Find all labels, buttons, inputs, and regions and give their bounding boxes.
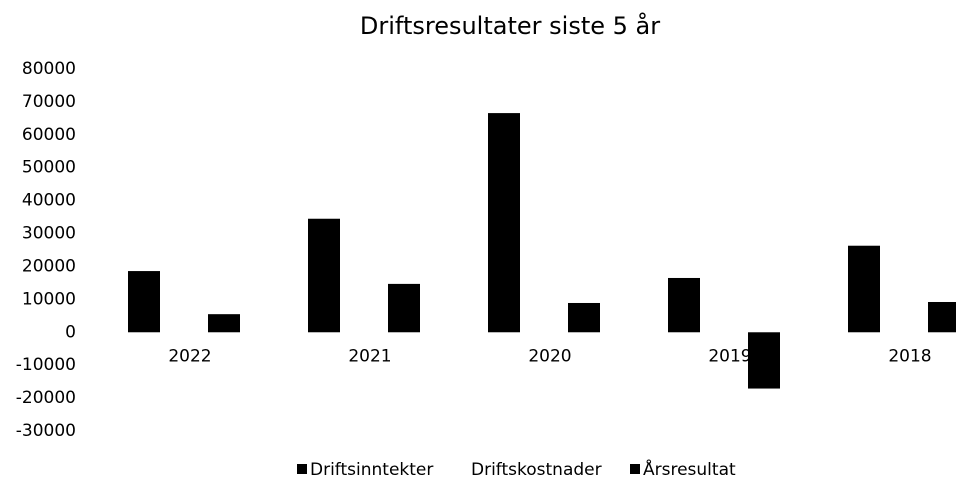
x-tick-label: 2018 bbox=[888, 346, 931, 366]
bar bbox=[888, 275, 920, 333]
bar bbox=[348, 267, 380, 333]
bar bbox=[168, 289, 200, 333]
bar bbox=[488, 113, 520, 333]
bar bbox=[568, 302, 600, 333]
y-tick-label: -20000 bbox=[16, 388, 76, 408]
x-tick-label: 2019 bbox=[708, 346, 751, 366]
legend-marker bbox=[297, 464, 307, 474]
y-tick-label: 10000 bbox=[22, 289, 76, 309]
y-tick-label: 50000 bbox=[22, 158, 76, 178]
bar bbox=[208, 314, 240, 333]
bar bbox=[308, 218, 340, 333]
bar bbox=[128, 271, 160, 333]
y-tick-label: 60000 bbox=[22, 125, 76, 145]
bar bbox=[928, 301, 956, 333]
legend-marker bbox=[458, 464, 468, 474]
legend-marker bbox=[630, 464, 640, 474]
y-tick-label: 0 bbox=[65, 322, 76, 342]
bar bbox=[668, 277, 700, 333]
legend-label: Årsresultat bbox=[643, 458, 736, 480]
bar bbox=[708, 221, 740, 333]
x-tick-label: 2022 bbox=[168, 346, 211, 366]
chart-title: Driftsresultater siste 5 år bbox=[360, 11, 660, 40]
bar bbox=[388, 283, 420, 333]
bar bbox=[848, 245, 880, 333]
y-tick-label: 40000 bbox=[22, 191, 76, 211]
legend-label: Driftsinntekter bbox=[310, 460, 433, 480]
y-tick-label: 80000 bbox=[22, 59, 76, 79]
y-tick-label: 20000 bbox=[22, 256, 76, 276]
y-tick-label: 70000 bbox=[22, 92, 76, 112]
y-tick-label: 30000 bbox=[22, 224, 76, 244]
bar bbox=[528, 142, 560, 333]
legend-label: Driftskostnader bbox=[471, 460, 602, 480]
x-tick-label: 2021 bbox=[348, 346, 391, 366]
y-tick-label: -30000 bbox=[16, 421, 76, 441]
x-tick-label: 2020 bbox=[528, 346, 571, 366]
bar bbox=[748, 332, 780, 389]
y-tick-label: -10000 bbox=[16, 355, 76, 375]
